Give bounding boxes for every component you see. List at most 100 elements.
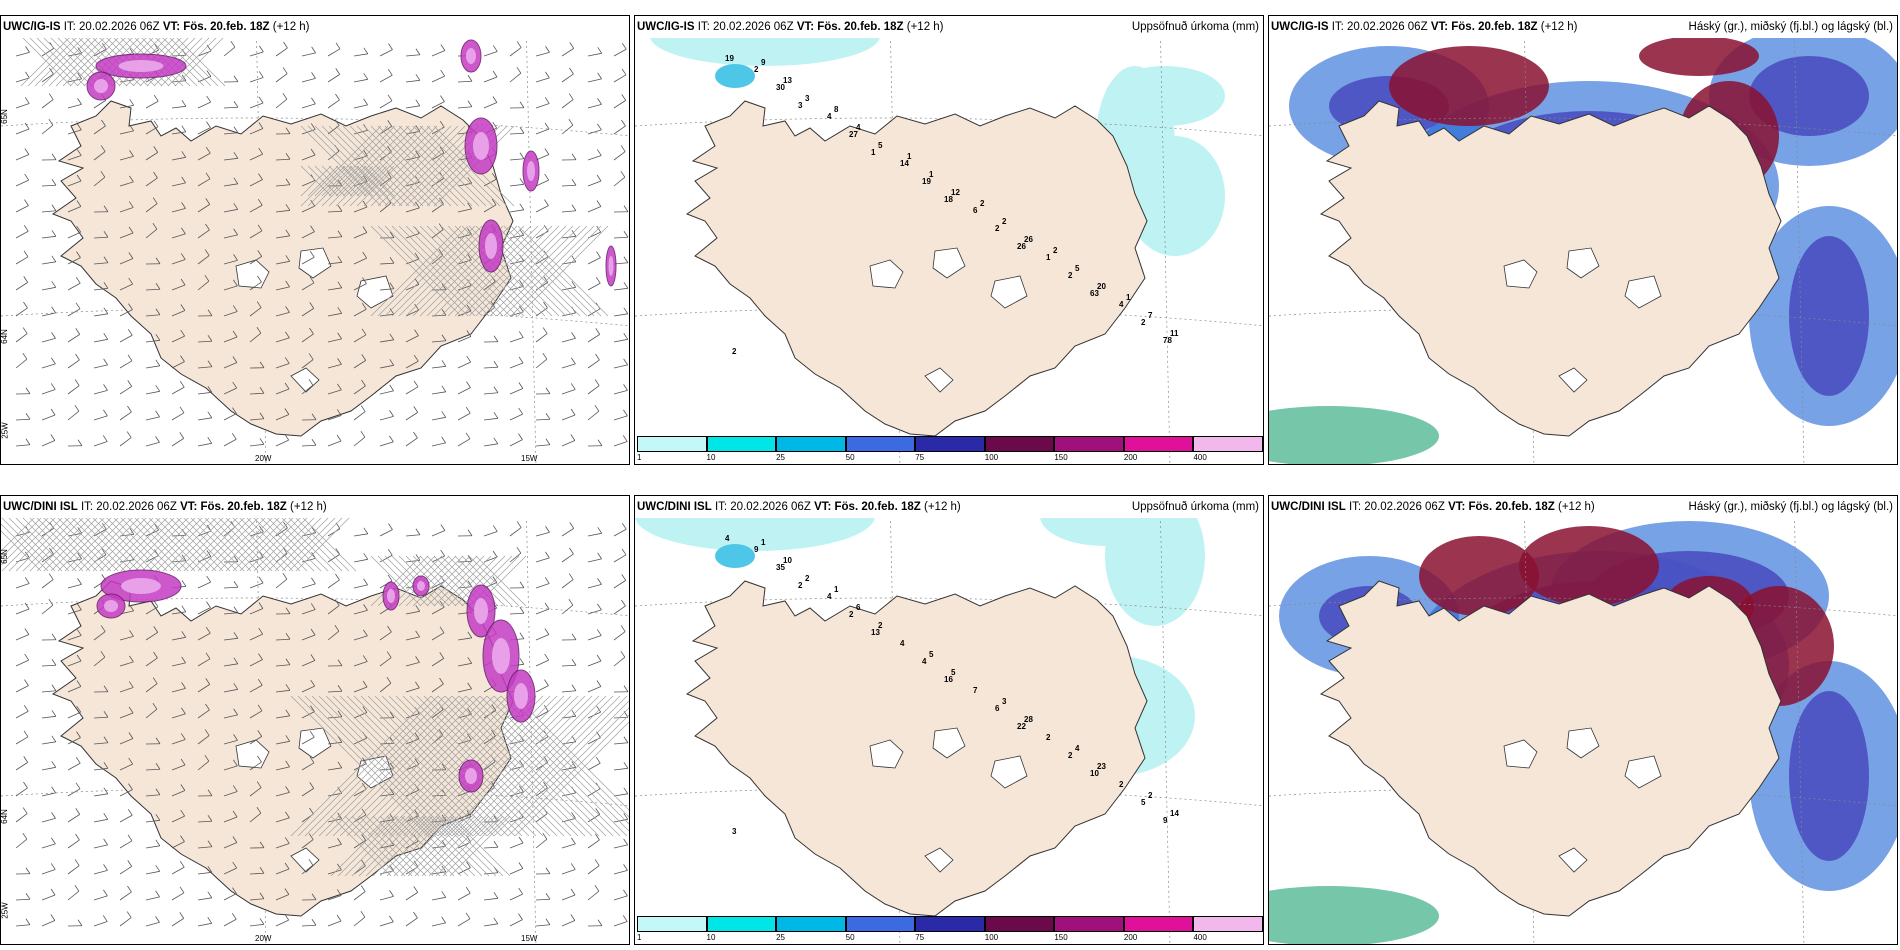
- wind-map: [1, 496, 629, 944]
- panel-header: UWC/IG-IS IT: 20.02.2026 06Z VT: Fös. 20…: [1269, 16, 1897, 38]
- valid-time: VT: Fös. 20.feb. 18Z: [796, 21, 904, 33]
- lat-label: 65N: [0, 109, 9, 124]
- init-time: IT: 20.02.2026 06Z: [697, 21, 794, 33]
- precip-value: 4: [856, 123, 861, 132]
- precip-value: 4: [827, 592, 832, 601]
- precip-value: 9: [1163, 816, 1168, 825]
- model-name: UWC/IG-IS: [637, 21, 695, 33]
- colorbar-swatch: [1054, 436, 1124, 452]
- precip-value: 10: [1090, 769, 1099, 778]
- wind-map: [1, 16, 629, 464]
- precip-value: 16: [944, 675, 953, 684]
- precip-value: 2: [1053, 246, 1058, 255]
- colorbar-tick: 1: [637, 933, 642, 942]
- precip-value: 5: [929, 650, 934, 659]
- precip-value: 27: [849, 130, 858, 139]
- init-time: IT: 20.02.2026 06Z: [1331, 21, 1428, 33]
- precip-value: 26: [1017, 242, 1026, 251]
- precip-value: 4: [900, 639, 905, 648]
- precip-value: 3: [798, 101, 803, 110]
- colorbar-swatch: [1123, 916, 1194, 932]
- lead-time: (+12 h): [272, 21, 310, 33]
- precip-value: 2: [849, 610, 854, 619]
- panel-title: Háský (gr.), miðský (fj.bl.) og lágský (…: [1688, 501, 1893, 513]
- precip-value: 1: [907, 152, 912, 161]
- init-time: IT: 20.02.2026 06Z: [63, 21, 160, 33]
- precip-map: 4213162210935246259447223225282314106534…: [635, 496, 1263, 944]
- lat-label: 64N: [0, 329, 9, 344]
- lead-time: (+12 h): [924, 501, 961, 513]
- colorbar-tick: 200: [1123, 933, 1138, 942]
- precip-value: 2: [995, 224, 1000, 233]
- valid-time: VT: Fös. 20.feb. 18Z: [162, 21, 270, 33]
- precip-value: 3: [732, 827, 737, 836]
- panel-title: Uppsöfnuð úrkoma (mm): [1131, 21, 1259, 33]
- lon-label: 15W: [521, 454, 538, 463]
- lead-time: (+12 h): [906, 21, 944, 33]
- precip-value: 1: [871, 148, 876, 157]
- colorbar-swatch: [1193, 436, 1263, 452]
- lon-label: 25W: [0, 902, 10, 919]
- precip-value: 22: [1017, 722, 1026, 731]
- model-name: UWC/DINI ISL: [3, 501, 78, 513]
- colorbar-tick: 150: [1054, 933, 1068, 942]
- precip-value: 6: [856, 603, 861, 612]
- precip-value: 1: [929, 170, 934, 179]
- colorbar-swatch: [1193, 916, 1263, 932]
- lon-label: 15W: [521, 934, 538, 943]
- colorbar-tick: 10: [706, 933, 716, 942]
- precip-value: 19: [725, 54, 734, 63]
- precip-value: 2: [732, 347, 737, 356]
- colorbar-swatch: [1054, 916, 1124, 932]
- precip-value: 2: [1119, 780, 1124, 789]
- precip-value: 18: [944, 195, 953, 204]
- precip-value: 2: [980, 199, 985, 208]
- panel-header: UWC/IG-IS IT: 20.02.2026 06Z VT: Fös. 20…: [1, 16, 629, 38]
- lead-time: (+12 h): [1558, 501, 1595, 513]
- precip-value: 14: [900, 159, 909, 168]
- colorbar-tick: 75: [915, 933, 925, 942]
- colorbar-swatch: [776, 436, 846, 452]
- colorbar-swatch: [637, 916, 707, 932]
- precip-value: 35: [776, 563, 785, 572]
- precip-value: 2: [878, 621, 883, 630]
- precip-value: 4: [1075, 744, 1080, 753]
- model-name: UWC/IG-IS: [3, 21, 61, 33]
- colorbar-swatch: [984, 436, 1055, 452]
- colorbar-tick: 50: [845, 933, 855, 942]
- model-name: UWC/IG-IS: [1271, 21, 1329, 33]
- colorbar-swatch: [637, 436, 707, 452]
- precip-value: 26: [1024, 235, 1033, 244]
- precip-value: 78: [1163, 336, 1172, 345]
- precip-value: 12: [951, 188, 960, 197]
- init-time: IT: 20.02.2026 06Z: [1348, 501, 1445, 513]
- model-name: UWC/DINI ISL: [637, 501, 712, 513]
- colorbar-tick: 75: [915, 453, 925, 462]
- precip-value: 13: [783, 76, 792, 85]
- precip-value: 4: [922, 657, 927, 666]
- precip-value: 23: [1097, 762, 1106, 771]
- colorbar-tick: 200: [1123, 453, 1138, 462]
- precip-value: 5: [951, 668, 956, 677]
- precip-value: 2: [1068, 751, 1073, 760]
- precip-value: 8: [834, 105, 839, 114]
- colorbar-tick: 400: [1193, 933, 1207, 942]
- init-time: IT: 20.02.2026 06Z: [714, 501, 811, 513]
- valid-time: VT: Fös. 20.feb. 18Z: [814, 501, 921, 513]
- precip-value: 2: [1148, 791, 1153, 800]
- panel-header: UWC/DINI ISL IT: 20.02.2026 06Z VT: Fös.…: [635, 496, 1263, 518]
- lon-label: 20W: [255, 454, 272, 463]
- colorbar-tick: 150: [1054, 453, 1068, 462]
- precip-value: 1: [1046, 253, 1051, 262]
- lon-label: 25W: [0, 422, 10, 439]
- cloud-map: [1269, 496, 1897, 944]
- precip-value: 30: [776, 83, 785, 92]
- precip-value: 13: [871, 628, 880, 637]
- map-panel-precip-ig: UWC/IG-IS IT: 20.02.2026 06Z VT: Fös. 20…: [634, 15, 1264, 465]
- lat-label: 65N: [0, 549, 9, 564]
- lead-time: (+12 h): [290, 501, 327, 513]
- colorbar-tick: 50: [845, 453, 855, 462]
- colorbar-swatch: [776, 916, 846, 932]
- panel-title: Uppsöfnuð úrkoma (mm): [1131, 501, 1259, 513]
- map-panel-cloud-ig: UWC/IG-IS IT: 20.02.2026 06Z VT: Fös. 20…: [1268, 15, 1898, 465]
